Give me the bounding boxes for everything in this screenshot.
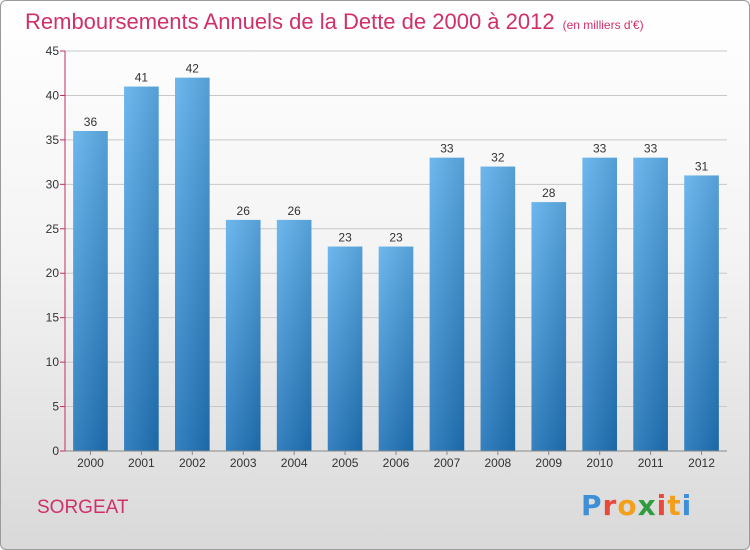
- value-label: 36: [84, 115, 98, 129]
- proxiti-logo[interactable]: Proxiti: [581, 489, 692, 522]
- y-tick-label: 5: [52, 400, 59, 414]
- chart-title-text: Remboursements Annuels de la Dette de 20…: [25, 9, 555, 34]
- value-label: 33: [593, 142, 607, 156]
- bar-shade-2003: [225, 219, 261, 451]
- x-tick-label: 2001: [128, 456, 155, 470]
- logo-letter: P: [581, 489, 603, 522]
- x-tick-label: 2010: [586, 456, 613, 470]
- value-label: 26: [237, 204, 251, 218]
- y-tick-label: 20: [46, 266, 60, 280]
- x-tick-label: 2000: [77, 456, 104, 470]
- value-label: 26: [287, 204, 301, 218]
- bar-shade-2012: [684, 175, 719, 451]
- logo-letter: x: [637, 489, 657, 522]
- bar-shade-2005: [327, 246, 363, 451]
- x-tick-label: 2004: [281, 456, 308, 470]
- logo-letter: i: [681, 489, 693, 522]
- x-tick-label: 2012: [688, 456, 715, 470]
- y-tick-label: 45: [46, 44, 60, 58]
- logo-letter: i: [656, 489, 668, 522]
- logo-letter: t: [667, 489, 682, 522]
- bar-shade-2004: [276, 219, 312, 451]
- value-label: 23: [389, 231, 403, 245]
- logo-letter: o: [617, 489, 638, 522]
- value-label: 41: [135, 71, 149, 85]
- value-label: 28: [542, 186, 556, 200]
- chart-title: Remboursements Annuels de la Dette de 20…: [25, 9, 644, 35]
- value-label: 32: [491, 151, 505, 165]
- value-label: 33: [440, 142, 454, 156]
- bar-shade-2007: [429, 157, 465, 451]
- value-label: 23: [338, 231, 352, 245]
- y-tick-label: 30: [46, 177, 60, 191]
- bar-shade-2008: [480, 166, 516, 452]
- bar-shade-2009: [531, 202, 567, 451]
- bar-shade-2010: [582, 157, 618, 451]
- x-tick-label: 2005: [332, 456, 359, 470]
- value-label: 42: [186, 62, 200, 76]
- x-tick-label: 2006: [383, 456, 410, 470]
- commune-name: SORGEAT: [37, 497, 129, 518]
- y-tick-label: 25: [46, 222, 60, 236]
- x-tick-label: 2009: [535, 456, 562, 470]
- value-label: 31: [695, 159, 709, 173]
- bar-shade-2002: [174, 77, 210, 452]
- logo-letter: r: [602, 489, 618, 522]
- x-tick-label: 2008: [484, 456, 511, 470]
- value-label: 33: [644, 142, 658, 156]
- bar-shade-2001: [124, 86, 159, 452]
- x-tick-label: 2011: [638, 456, 664, 470]
- y-tick-label: 10: [46, 355, 60, 369]
- chart-unit: (en milliers d'€): [562, 18, 644, 32]
- y-tick-label: 35: [46, 133, 60, 147]
- y-tick-label: 0: [52, 444, 59, 458]
- x-tick-label: 2003: [230, 456, 257, 470]
- x-tick-label: 2007: [434, 456, 461, 470]
- x-tick-label: 2002: [179, 456, 206, 470]
- y-tick-label: 15: [46, 311, 60, 325]
- bar-shade-2006: [378, 246, 414, 451]
- bar-shade-2011: [633, 157, 668, 451]
- bar-shade-2000: [73, 131, 108, 451]
- y-tick-label: 40: [46, 88, 60, 102]
